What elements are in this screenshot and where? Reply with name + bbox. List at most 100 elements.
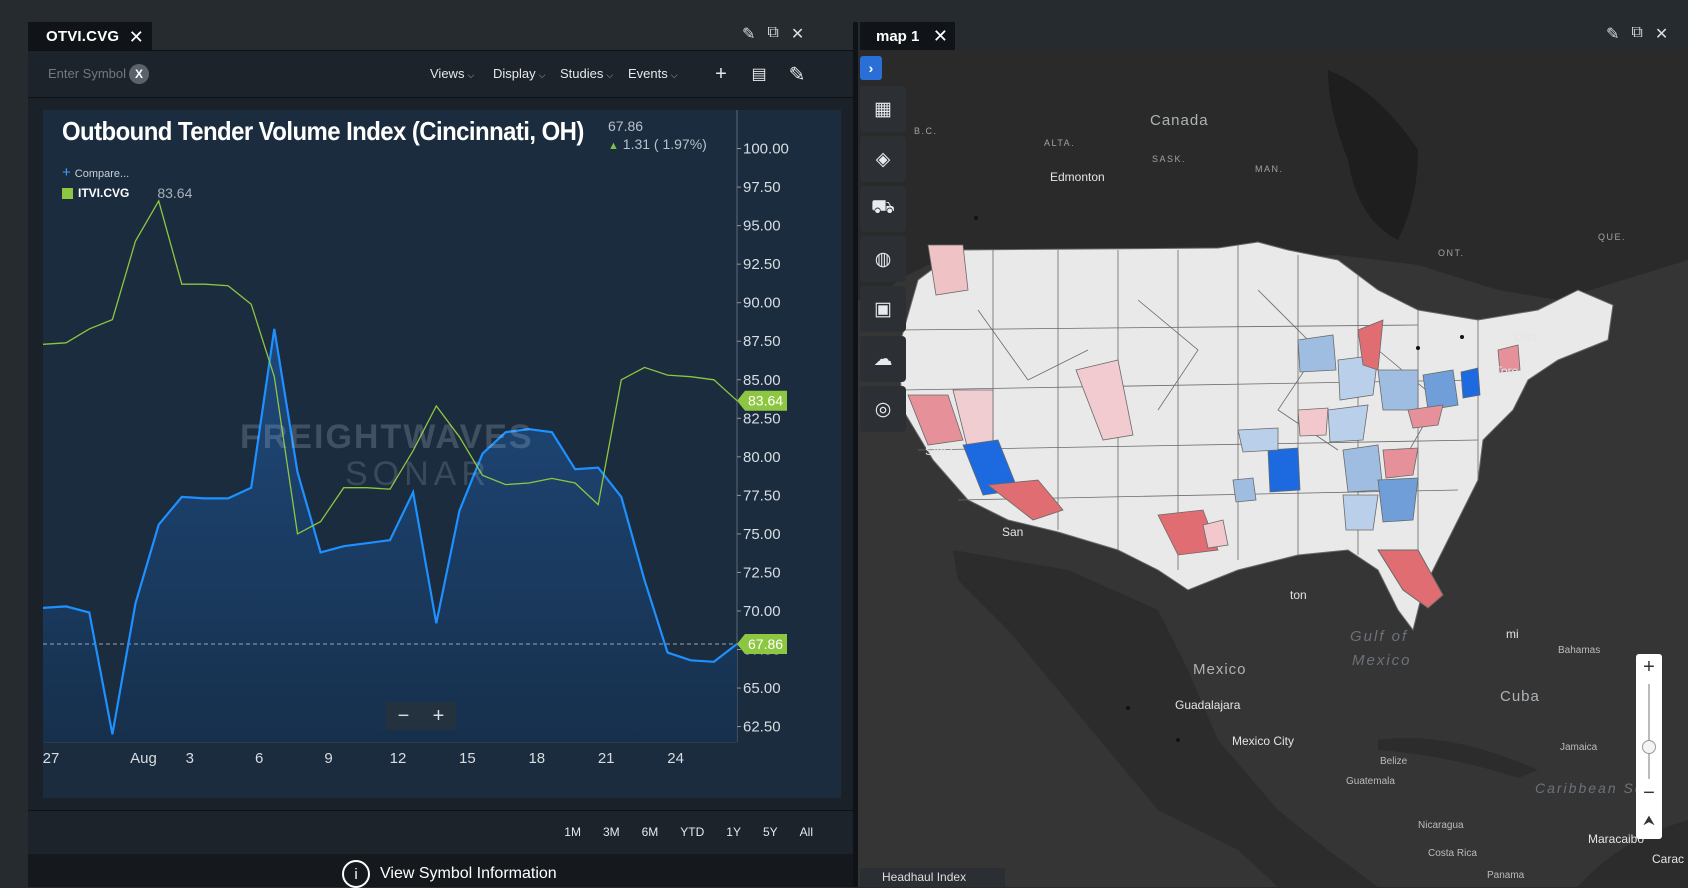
map-zoom-slider-handle[interactable] — [1642, 740, 1656, 754]
range-6m[interactable]: 6M — [641, 825, 659, 839]
y-tick-label: 62.50 — [743, 719, 781, 736]
tab-map-1[interactable]: map 1 ✕ — [860, 22, 955, 50]
map-label-gulf-mexico: Mexico — [1352, 652, 1412, 669]
info-bar — [28, 854, 853, 887]
target-icon[interactable]: ◎ — [860, 386, 906, 432]
map-label-sask: SASK. — [1152, 154, 1187, 164]
line-chart[interactable]: 100.00 97.50 95.00 92.50 90.00 87.50 85.00 82.5… — [43, 110, 841, 798]
map-label-panama: Panama — [1487, 870, 1525, 881]
change-value: ▲ 1.31 ( 1.97%) — [608, 136, 707, 152]
studies-menu[interactable]: Studies ⌵ — [560, 66, 613, 81]
draw-icon[interactable]: ✎ — [788, 63, 806, 86]
map-label-jamaica: Jamaica — [1560, 742, 1598, 753]
compass-icon[interactable]: ⮝ — [1643, 812, 1655, 828]
x-tick-label: 3 — [186, 750, 194, 767]
weather-icon[interactable]: ☁ — [860, 336, 906, 382]
map-canvas[interactable] — [858, 50, 1688, 887]
map-label-que: QUE. — [1598, 232, 1627, 242]
calendar-icon[interactable]: ▦ — [860, 86, 906, 132]
display-menu[interactable]: Display ⌵ — [493, 66, 545, 81]
range-5y[interactable]: 5Y — [762, 825, 778, 839]
y-tick-label: 90.00 — [743, 295, 781, 312]
y-tick-label: 95.00 — [743, 218, 781, 235]
info-icon: i — [342, 860, 370, 888]
legend-symbol: ITVI.CVG — [78, 186, 130, 200]
value-tag-label: 83.64 — [748, 393, 783, 409]
display-label: Display — [493, 66, 536, 81]
pulse-icon[interactable]: ◍ — [860, 236, 906, 282]
map-zoom-track[interactable] — [1648, 684, 1650, 779]
y-tick-label: 75.00 — [743, 526, 781, 543]
plus-icon: + — [62, 164, 71, 181]
chevron-down-icon: ⌵ — [606, 70, 614, 80]
map-label-canada: Canada — [1150, 112, 1209, 129]
range-1m[interactable]: 1M — [564, 825, 581, 839]
map-label-nicaragua: Nicaragua — [1418, 820, 1464, 831]
sidebar-toggle-button[interactable]: › — [860, 56, 882, 80]
zoom-in-button[interactable]: + — [432, 704, 445, 727]
close-window-icon[interactable]: ✕ — [790, 26, 805, 43]
map-label-costa-rica: Costa Rica — [1428, 848, 1477, 859]
popout-icon[interactable]: ⧉ — [767, 24, 779, 41]
map-label-guadalajara: Guadalajara — [1175, 698, 1241, 712]
headhaul-label: Headhaul Index — [882, 870, 967, 884]
events-menu[interactable]: Events ⌵ — [628, 66, 678, 81]
y-tick-label: 70.00 — [743, 603, 781, 620]
popout-icon[interactable]: ⧉ — [1631, 24, 1643, 41]
x-tick-label: 6 — [255, 750, 263, 767]
legend-itvi[interactable]: ITVI.CVG 83.64 — [62, 185, 192, 201]
watermark-freightwaves: FREIGHTWAVES — [240, 418, 534, 456]
studies-label: Studies — [560, 66, 604, 81]
edit-icon[interactable]: ✎ — [742, 26, 756, 43]
map-zoom-in-button[interactable]: + — [1643, 656, 1655, 678]
chart-zoom-controls: − + — [386, 702, 456, 730]
range-3m[interactable]: 3M — [602, 825, 620, 839]
close-window-icon[interactable]: ✕ — [1654, 26, 1669, 43]
x-tick-label: 12 — [390, 750, 407, 767]
range-all[interactable]: All — [799, 825, 813, 839]
close-icon[interactable]: ✕ — [932, 26, 948, 46]
close-icon[interactable]: ✕ — [128, 27, 144, 47]
y-tick-label: 85.00 — [743, 372, 781, 389]
trailer-icon[interactable]: ▣ — [860, 286, 906, 332]
truck-icon[interactable]: ⛟ — [860, 186, 906, 232]
x-tick-label: 24 — [667, 750, 684, 767]
map-zoom-out-button[interactable]: − — [1643, 782, 1655, 804]
map-label-caribbean: Caribbean Sea — [1535, 780, 1655, 796]
range-ytd[interactable]: YTD — [680, 825, 705, 839]
map-label-maracaibo: Maracaibo — [1588, 832, 1645, 846]
map-label-caracas: Carac — [1652, 852, 1685, 866]
map-label-san-francisco: San F — [925, 444, 958, 458]
tab-otvi-cvg[interactable]: OTVI.CVG ✕ — [28, 22, 152, 50]
symbol-input[interactable]: Enter Symbol — [48, 66, 127, 81]
x-tick-label: 15 — [459, 750, 476, 767]
chevron-down-icon: ⌵ — [467, 70, 475, 80]
map-label-bahamas: Bahamas — [1558, 645, 1601, 656]
arrow-up-icon: ▲ — [608, 140, 619, 152]
views-label: Views — [430, 66, 465, 81]
edit-icon[interactable]: ✎ — [1606, 26, 1620, 43]
legend-value: 83.64 — [157, 185, 193, 201]
value-tag-bg — [737, 633, 787, 654]
y-tick-label: 65.00 — [743, 680, 781, 697]
layers-icon[interactable]: ◈ — [860, 136, 906, 182]
panel-divider[interactable] — [853, 22, 858, 887]
y-tick-label: 82.50 — [743, 410, 781, 427]
range-bar: 1M 3M 6M YTD 1Y 5Y All — [28, 810, 853, 854]
zoom-out-button[interactable]: − — [397, 704, 410, 727]
comment-icon[interactable]: ▤ — [751, 66, 767, 83]
map-label-edmonton: Edmonton — [1050, 170, 1105, 184]
view-symbol-info-button[interactable]: i View Symbol Information — [342, 860, 557, 888]
y-tick-label: 77.50 — [743, 487, 781, 504]
compare-button[interactable]: + Compare... — [62, 164, 129, 181]
map-label-houston: ton — [1290, 588, 1307, 602]
clear-symbol-button[interactable]: X — [129, 64, 149, 84]
chevron-down-icon: ⌵ — [538, 70, 546, 80]
range-1y[interactable]: 1Y — [726, 825, 741, 839]
map-legend-tab[interactable]: Headhaul Index — [860, 868, 1005, 887]
views-menu[interactable]: Views ⌵ — [430, 66, 474, 81]
info-label: View Symbol Information — [380, 865, 557, 882]
crosshair-icon[interactable]: + — [715, 62, 727, 85]
events-label: Events — [628, 66, 668, 81]
series-line-0 — [43, 328, 738, 735]
